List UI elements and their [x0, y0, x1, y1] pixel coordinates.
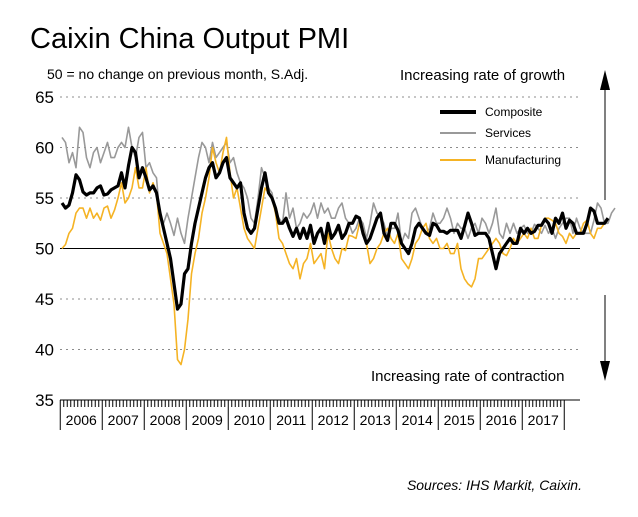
legend-label-manufacturing: Manufacturing [485, 153, 561, 167]
series-lines [60, 126, 616, 366]
x-tick-label: 2014 [402, 412, 433, 428]
x-tick-label: 2015 [444, 412, 475, 428]
x-tick-label: 2013 [360, 412, 391, 428]
gridlines [60, 96, 580, 350]
x-tick-label: 2008 [150, 412, 181, 428]
x-tick-label: 2016 [486, 412, 517, 428]
y-tick-label: 45 [35, 290, 54, 309]
x-tick-label: 2012 [318, 412, 349, 428]
x-tick-label: 2017 [528, 412, 559, 428]
x-axis: 2006 2007 2008 2009 2010 2011 2012 2013 2014 2015… [59, 399, 580, 430]
x-tick-label: 2006 [66, 412, 97, 428]
chart-title: Caixin China Output PMI [30, 23, 350, 55]
y-tick-label: 40 [35, 341, 54, 360]
chart-subtitle: 50 = no change on previous month, S.Adj. [47, 66, 309, 82]
x-tick-label: 2009 [192, 412, 223, 428]
series-line-composite [60, 145, 610, 311]
x-tick-label: 2011 [276, 412, 306, 428]
source-note: Sources: IHS Markit, Caixin. [406, 477, 582, 493]
y-tick-label: 55 [35, 189, 54, 208]
y-tick-label: 65 [35, 88, 54, 107]
y-tick-label: 35 [35, 391, 54, 410]
legend-label-composite: Composite [485, 105, 543, 119]
x-tick-label: 2010 [234, 412, 265, 428]
growth-arrow [600, 70, 610, 200]
series-line-services [61, 126, 616, 245]
x-tick-label: 2007 [108, 412, 139, 428]
y-tick-label: 50 [35, 240, 54, 259]
contraction-arrow [600, 295, 610, 381]
contraction-annotation: Increasing rate of contraction [371, 368, 564, 385]
growth-annotation: Increasing rate of growth [400, 67, 565, 84]
y-tick-label: 60 [35, 139, 54, 158]
legend-label-services: Services [485, 126, 531, 140]
y-axis-ticks: 35 40 45 50 55 60 65 [35, 88, 54, 410]
legend: Composite Services Manufacturing [440, 105, 561, 167]
